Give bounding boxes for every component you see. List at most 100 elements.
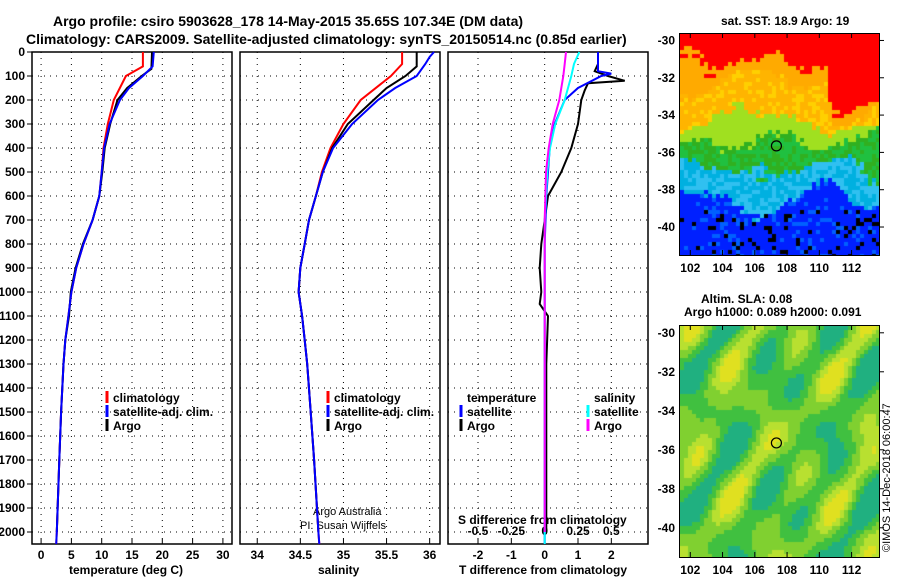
legend-t-argo: Argo	[467, 419, 495, 433]
map-x-tick-label: 106	[745, 261, 765, 275]
map-x-tick-label: 108	[777, 261, 797, 275]
y-tick-label: 900	[5, 261, 25, 275]
map-x-tick-label: 104	[713, 261, 733, 275]
title-line1: Argo profile: csiro 5903628_178 14-May-2…	[53, 13, 524, 29]
s-diff-tick-label: 0.25	[566, 524, 590, 538]
legend-s-argo: Argo	[594, 419, 622, 433]
profile-s-satellite	[543, 51, 581, 544]
y-tick-label: 1600	[0, 429, 25, 443]
y-tick-label: 800	[5, 237, 25, 251]
y-tick-label: 2000	[0, 525, 25, 539]
legend-climatology: climatology	[113, 391, 180, 405]
y-tick-label: 200	[5, 93, 25, 107]
map-y-tick-label: -34	[658, 404, 676, 418]
profile-s-argo	[543, 51, 567, 532]
map-x-tick-label: 110	[810, 563, 830, 577]
map-x-tick-label: 108	[777, 563, 797, 577]
y-tick-label: 1000	[0, 285, 25, 299]
y-tick-label: 1400	[0, 381, 25, 395]
map-x-tick-label: 102	[680, 261, 700, 275]
map-x-tick-label: 102	[680, 563, 700, 577]
s-diff-tick-label: 0.5	[603, 524, 620, 538]
y-tick-label: 100	[5, 69, 25, 83]
profile-satellite-adj-clim-	[297, 51, 435, 545]
map-y-tick-label: -40	[658, 220, 676, 234]
plot-frame	[447, 51, 649, 545]
map-y-tick-label: -34	[658, 108, 676, 122]
y-tick-label: 400	[5, 141, 25, 155]
legend-satellite: satellite-adj. clim.	[113, 405, 214, 419]
legend-argo: Argo	[113, 419, 141, 433]
x-tick-label: 20	[156, 548, 170, 562]
map-x-tick-label: 112	[842, 261, 862, 275]
map-y-tick-label: -36	[658, 443, 676, 457]
map-y-tick-label: -32	[658, 71, 676, 85]
title-line2: Climatology: CARS2009. Satellite-adjuste…	[26, 31, 627, 47]
plot-frame	[239, 51, 441, 545]
map-y-tick-label: -38	[658, 183, 676, 197]
map-y-tick-label: -32	[658, 365, 676, 379]
x-tick-label: 10	[95, 548, 109, 562]
y-tick-label: 300	[5, 117, 25, 131]
map-x-tick-label: 112	[842, 563, 862, 577]
legend-temperature-title: temperature	[467, 391, 537, 405]
x-tick-label: 1	[575, 548, 582, 562]
x-tick-label: 35.5	[375, 548, 399, 562]
map-x-tick-label: 110	[810, 261, 830, 275]
temperature-xlabel: temperature (deg C)	[69, 563, 184, 577]
y-tick-label: 500	[5, 165, 25, 179]
argo-location-marker	[770, 140, 783, 152]
map-y-tick-label: -30	[658, 326, 676, 340]
sla-map-title1: Altim. SLA: 0.08	[701, 292, 793, 306]
y-tick-label: 1100	[0, 309, 25, 323]
sla-map	[679, 325, 880, 558]
legend-salinity-title: salinity	[594, 391, 636, 405]
x-tick-label: 15	[125, 548, 139, 562]
x-tick-label: -1	[506, 548, 517, 562]
x-tick-label: 34.5	[289, 548, 313, 562]
s-diff-tick-label: -0.25	[498, 524, 526, 538]
y-tick-label: 1200	[0, 333, 25, 347]
legend-climatology: climatology	[334, 391, 401, 405]
plot-frame	[31, 51, 233, 545]
s-diff-tick-label: -0.5	[468, 524, 489, 538]
annotation-argo-australia: Argo Australia	[313, 506, 382, 518]
sst-map-title: sat. SST: 18.9 Argo: 19	[721, 14, 850, 28]
profile-satellite-adj-clim-	[55, 51, 155, 545]
map-y-tick-label: -36	[658, 145, 676, 159]
x-tick-label: 35	[337, 548, 351, 562]
x-tick-label: 2	[608, 548, 615, 562]
y-tick-label: 1300	[0, 357, 25, 371]
sdiff-xlabel: S difference from climatology	[458, 513, 627, 527]
profile-climatology	[55, 52, 144, 545]
x-tick-label: 5	[68, 548, 75, 562]
y-tick-label: 1500	[0, 405, 25, 419]
y-tick-label: 700	[5, 213, 25, 227]
y-tick-label: 600	[5, 189, 25, 203]
x-tick-label: 25	[186, 548, 200, 562]
sst-map	[679, 33, 880, 256]
map-y-tick-label: -30	[658, 33, 676, 47]
map-y-tick-label: -40	[658, 521, 676, 535]
profile-argo	[297, 52, 418, 533]
sla-map-title2: Argo h1000: 0.089 h2000: 0.091	[684, 305, 862, 319]
y-tick-label: 1900	[0, 501, 25, 515]
map-x-tick-label: 104	[713, 563, 733, 577]
map-x-tick-label: 106	[745, 563, 765, 577]
salinity-xlabel: salinity	[318, 563, 360, 577]
tdiff-xlabel: T difference from climatology	[459, 563, 628, 577]
x-tick-label: -2	[473, 548, 484, 562]
map-y-tick-label: -38	[658, 482, 676, 496]
legend-argo: Argo	[334, 419, 362, 433]
x-tick-label: 0	[541, 548, 548, 562]
x-tick-label: 34	[251, 548, 265, 562]
y-tick-label: 1700	[0, 453, 25, 467]
y-tick-label: 1800	[0, 477, 25, 491]
argo-location-marker	[770, 437, 783, 449]
x-tick-label: 0	[38, 548, 45, 562]
x-tick-label: 36	[423, 548, 437, 562]
x-tick-label: 30	[216, 548, 230, 562]
legend-t-satellite: satellite	[467, 405, 512, 419]
